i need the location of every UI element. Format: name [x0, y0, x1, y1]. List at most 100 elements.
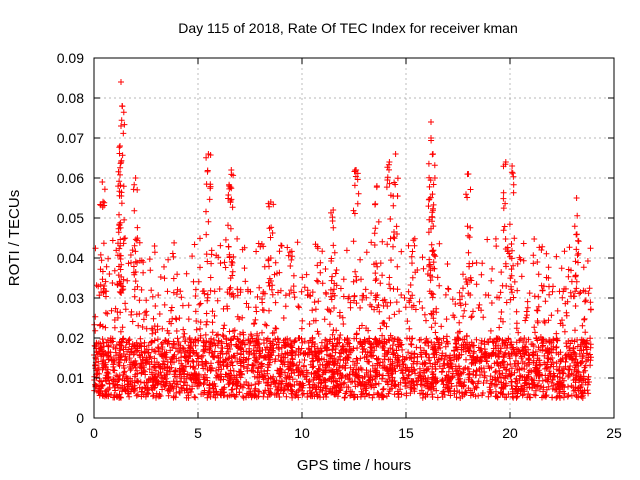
data-point: [224, 393, 231, 400]
data-point: [230, 352, 237, 359]
data-point: [328, 293, 334, 300]
data-point: [276, 269, 283, 276]
data-point: [332, 270, 339, 277]
data-point: [212, 394, 219, 401]
data-point: [277, 365, 283, 372]
data-point: [447, 392, 454, 399]
data-point: [542, 365, 548, 372]
data-point: [387, 216, 394, 222]
data-point: [519, 347, 526, 354]
data-point: [572, 379, 579, 386]
data-point: [550, 336, 557, 343]
data-point: [546, 368, 553, 375]
data-point: [203, 310, 210, 317]
data-point: [565, 372, 572, 378]
data-point: [351, 168, 358, 175]
data-point: [165, 385, 172, 392]
data-point: [322, 382, 329, 389]
data-point: [516, 348, 523, 355]
data-point: [135, 322, 142, 329]
data-point: [434, 274, 441, 281]
data-point: [405, 371, 412, 378]
data-point: [384, 368, 391, 375]
data-point: [386, 274, 393, 281]
data-point: [353, 273, 360, 280]
data-point: [396, 308, 403, 315]
data-point: [457, 300, 464, 307]
data-point: [117, 224, 124, 231]
data-point: [116, 345, 123, 352]
data-point: [296, 359, 303, 366]
data-point: [180, 345, 187, 352]
data-point: [546, 291, 553, 298]
data-point: [227, 337, 234, 344]
data-point: [110, 344, 117, 351]
data-point: [460, 285, 466, 292]
data-point: [284, 373, 291, 380]
data-point: [526, 384, 533, 391]
data-point: [326, 376, 332, 383]
data-point: [321, 356, 328, 363]
data-point: [268, 286, 275, 293]
data-point: [388, 381, 395, 388]
data-point: [340, 293, 347, 300]
data-point: [585, 290, 592, 297]
data-point: [192, 394, 199, 401]
data-point: [478, 271, 485, 278]
data-point: [363, 369, 370, 376]
data-point: [354, 170, 361, 177]
data-point: [214, 359, 221, 366]
data-point: [484, 358, 491, 365]
data-point: [166, 387, 173, 394]
data-point: [468, 313, 475, 320]
data-point: [407, 390, 414, 397]
data-point: [173, 328, 180, 334]
data-point: [264, 370, 271, 377]
x-tick-label: 25: [606, 425, 622, 441]
data-point: [283, 341, 290, 348]
data-point: [487, 373, 494, 380]
data-point: [518, 273, 525, 280]
data-point: [330, 224, 337, 231]
data-point: [189, 357, 196, 364]
data-point: [409, 274, 416, 281]
data-point: [574, 368, 581, 375]
data-point: [117, 242, 124, 249]
data-point: [169, 250, 176, 257]
data-point: [226, 328, 233, 335]
data-point: [182, 353, 189, 360]
data-point: [534, 318, 541, 324]
data-point: [305, 345, 312, 352]
data-point: [267, 255, 274, 261]
data-point: [428, 384, 435, 391]
data-point: [299, 391, 306, 398]
data-point: [498, 269, 505, 276]
data-point: [185, 302, 192, 309]
data-point: [293, 378, 300, 385]
data-point: [253, 308, 260, 315]
data-point: [250, 351, 257, 358]
data-point: [413, 360, 420, 367]
data-point: [209, 329, 216, 336]
data-point: [468, 339, 475, 346]
data-point: [110, 376, 116, 383]
data-point: [126, 355, 133, 362]
data-point: [309, 307, 316, 314]
data-point: [155, 361, 162, 368]
data-point: [553, 253, 560, 260]
data-point: [542, 298, 549, 305]
data-point: [455, 379, 462, 386]
data-point: [295, 303, 302, 310]
data-point: [331, 335, 338, 342]
data-point: [204, 258, 211, 265]
data-point: [430, 259, 437, 266]
data-point: [460, 271, 466, 278]
data-point: [438, 340, 445, 346]
data-point: [372, 336, 378, 343]
data-point: [339, 314, 346, 321]
data-point: [271, 358, 278, 365]
data-point: [134, 367, 140, 374]
data-point: [165, 338, 172, 345]
data-point: [493, 388, 499, 395]
data-point: [189, 383, 196, 390]
